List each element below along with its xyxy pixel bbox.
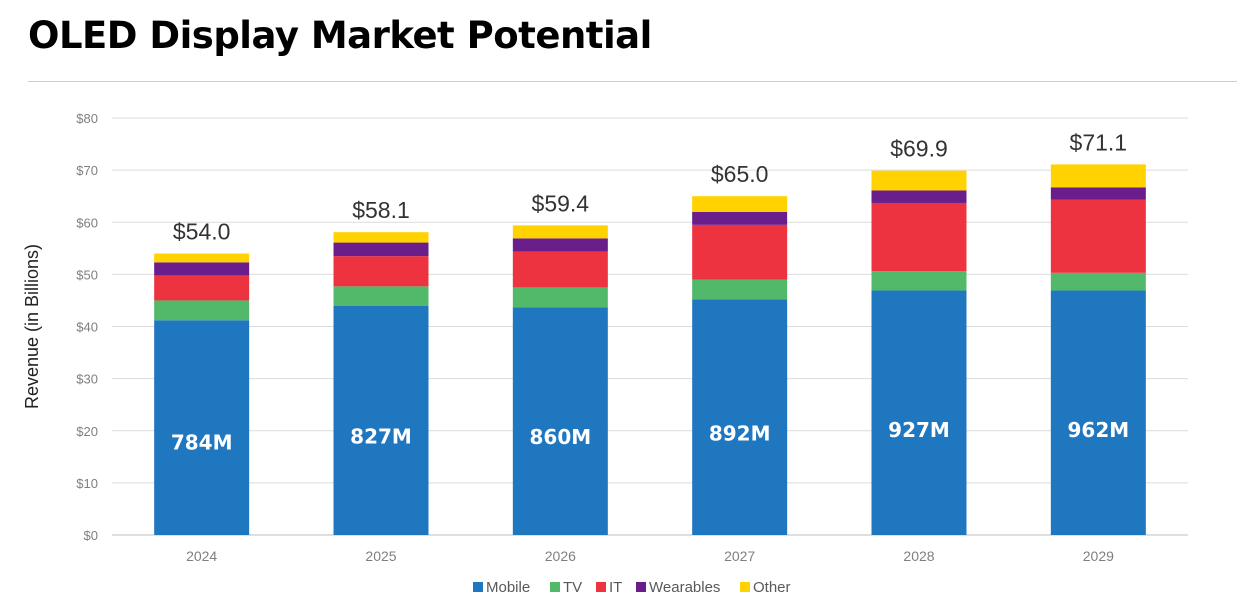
bar-segment-mobile-2027: [692, 299, 788, 535]
y-tick-label: $50: [76, 267, 98, 282]
legend-label-it: IT: [609, 579, 622, 596]
legend-label-mobile: Mobile: [486, 579, 530, 596]
mobile-units-label: 784M: [171, 431, 233, 455]
legend-swatch-other: [740, 582, 750, 592]
x-tick-label: 2026: [545, 548, 576, 564]
bar-segment-tv-2027: [692, 279, 788, 300]
bar-segment-other-2027: [692, 196, 788, 212]
bar-segment-wearables-2027: [692, 211, 788, 225]
bar-segment-tv-2029: [1050, 272, 1146, 291]
bar-segment-it-2029: [1050, 199, 1146, 273]
chart-title: OLED Display Market Potential: [28, 14, 652, 57]
bar-segment-mobile-2029: [1050, 290, 1146, 535]
bar-segment-wearables-2024: [154, 262, 250, 276]
legend-label-tv: TV: [563, 579, 582, 596]
bar-total-label: $59.4: [532, 190, 590, 216]
legend-label-wearables: Wearables: [649, 579, 720, 596]
x-tick-label: 2029: [1083, 548, 1114, 564]
bar-segment-wearables-2028: [871, 190, 967, 203]
mobile-units-label: 892M: [709, 422, 771, 446]
title-divider: [28, 81, 1237, 82]
bar-segment-it-2027: [692, 224, 788, 280]
legend-swatch-mobile: [473, 582, 483, 592]
bar-segment-other-2024: [154, 253, 250, 263]
bar-segment-tv-2026: [512, 287, 608, 308]
bar-segment-other-2029: [1050, 164, 1146, 188]
bar-segment-other-2026: [512, 225, 608, 239]
mobile-units-label: 860M: [530, 425, 592, 449]
x-tick-label: 2024: [186, 548, 217, 564]
bar-total-label: $71.1: [1070, 129, 1128, 155]
mobile-units-label: 927M: [888, 418, 950, 442]
bar-segment-tv-2024: [154, 300, 250, 321]
bar-segment-other-2025: [333, 232, 429, 243]
bar-total-label: $69.9: [890, 136, 948, 162]
bar-total-label: $58.1: [352, 197, 410, 223]
y-tick-label: $40: [76, 320, 98, 335]
bar-segment-it-2024: [154, 275, 250, 301]
bar-segment-wearables-2029: [1050, 187, 1146, 200]
bar-total-label: $65.0: [711, 161, 769, 187]
bar-total-label: $54.0: [173, 219, 231, 245]
bar-segment-wearables-2026: [512, 238, 608, 252]
legend-label-other: Other: [753, 579, 791, 596]
bar-segment-mobile-2024: [154, 320, 250, 535]
y-tick-label: $20: [76, 424, 98, 439]
bar-segment-it-2025: [333, 256, 429, 287]
y-tick-label: $70: [76, 163, 98, 178]
bar-segment-tv-2025: [333, 286, 429, 306]
bar-segment-mobile-2028: [871, 290, 967, 535]
y-tick-label: $0: [84, 528, 98, 543]
legend-swatch-tv: [550, 582, 560, 592]
bar-segment-mobile-2025: [333, 305, 429, 535]
legend-swatch-wearables: [636, 582, 646, 592]
x-tick-label: 2027: [724, 548, 755, 564]
y-tick-label: $80: [76, 111, 98, 126]
legend-swatch-it: [596, 582, 606, 592]
bar-segment-mobile-2026: [512, 307, 608, 535]
y-axis-label: Revenue (in Billions): [22, 244, 42, 409]
y-tick-label: $30: [76, 372, 98, 387]
bar-segment-wearables-2025: [333, 242, 429, 257]
y-tick-label: $60: [76, 215, 98, 230]
mobile-units-label: 962M: [1068, 418, 1130, 442]
mobile-units-label: 827M: [350, 424, 412, 448]
x-tick-label: 2025: [365, 548, 396, 564]
x-tick-label: 2028: [903, 548, 934, 564]
bar-segment-it-2026: [512, 251, 608, 288]
y-tick-label: $10: [76, 476, 98, 491]
bar-segment-other-2028: [871, 170, 967, 191]
bar-segment-it-2028: [871, 202, 967, 272]
bar-segment-tv-2028: [871, 271, 967, 291]
